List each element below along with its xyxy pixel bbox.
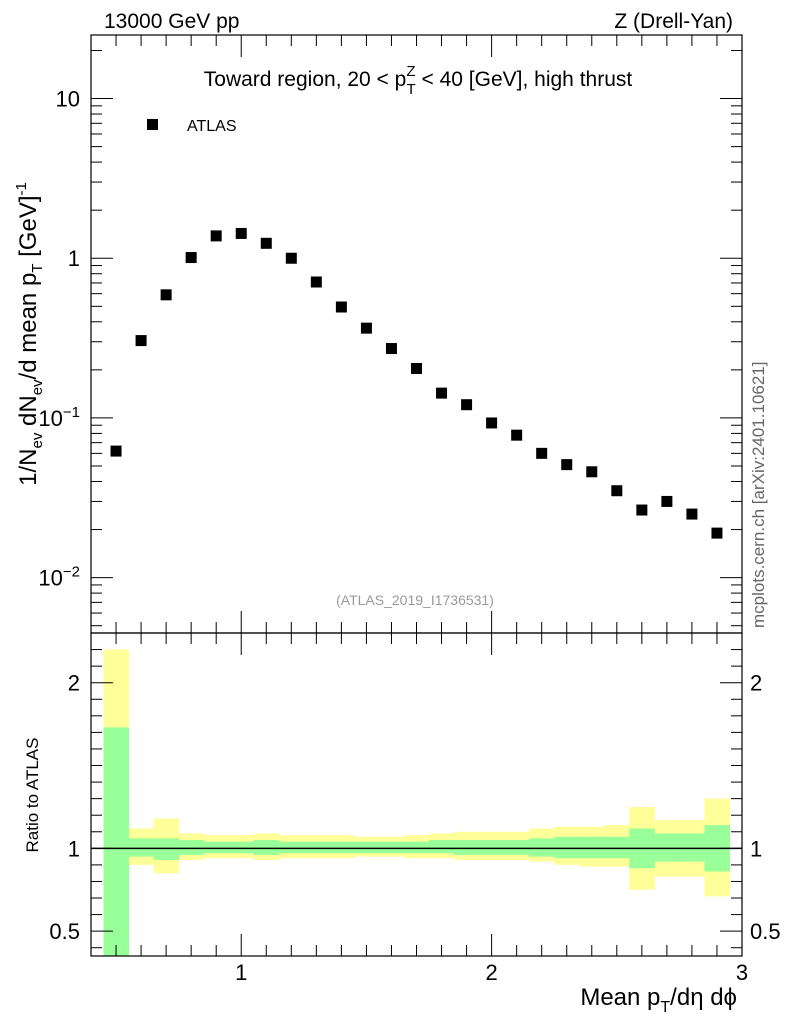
ratio-band-bin [328,841,355,854]
ratio-band-bin [654,833,680,862]
data-point [661,495,673,507]
data-point [285,252,297,264]
x-tick-label: 3 [736,960,748,985]
data-point [711,527,723,539]
ratio-band-bin [228,841,255,854]
main-ticks: 10 1 10−1 10−2 [38,35,743,633]
ratio-y-tick-label-left: 0.5 [49,919,80,944]
main-y-tick-label: 10−1 [38,404,80,431]
reference-label: (ATLAS_2019_I1736531) [336,592,494,608]
data-point [160,289,172,301]
data-point [135,335,147,347]
ratio-band-bin [504,840,530,855]
data-point [235,227,247,239]
data-point [260,237,272,249]
ratio-ticks: 1 2 3 2 2 1 1 0.5 0.5 [49,633,781,985]
ratio-band-bin [403,841,430,854]
data-point [486,417,498,429]
ratio-band-bin [378,841,405,854]
x-tick-label: 1 [235,960,247,985]
ratio-y-tick-label-left: 1 [68,836,80,861]
ratio-band-bin [454,840,480,855]
legend-label: ATLAS [187,118,237,135]
ratio-y-tick-label-right: 0.5 [750,919,781,944]
data-point [110,445,122,457]
ratio-band-bin [529,838,555,857]
data-point [335,301,347,313]
ratio-y-axis-label: Ratio to ATLAS [23,738,42,853]
ratio-frame [90,632,743,957]
data-point [461,399,473,411]
ratio-band-bin [128,838,155,857]
ratio-band-bin [679,833,705,862]
ratio-band-bin [103,727,130,956]
ratio-band-bin [203,841,230,854]
ratio-bands [103,649,730,956]
ratio-band-bin [604,836,630,859]
data-point [536,447,548,459]
ratio-panel: 1 2 3 2 2 1 1 0.5 0.5 Ratio to ATLAS Mean pT/dη … [23,632,781,1016]
main-y-tick-label: 10 [56,87,80,112]
x-tick-label: 2 [485,960,497,985]
data-point [385,343,397,355]
data-point [636,504,648,516]
ratio-band-bin [479,840,505,855]
main-title: Toward region, 20 < pZ T < 40 [GeV], high… [204,63,633,98]
data-point [185,252,197,264]
ratio-band-bin [253,840,280,855]
ratio-band-bin [278,841,305,854]
data-point [411,362,422,374]
data-point [611,485,623,497]
data-point [210,230,222,242]
ratio-y-tick-label-right: 1 [750,836,762,861]
legend-marker [147,119,158,130]
main-panel: 10 1 10−1 10−2 Toward region, 20 < pZ T < 40… [13,34,743,634]
ratio-band-bin [178,840,205,855]
ratio-band-bin [579,836,605,859]
header-right: Z (Drell-Yan) [614,10,733,33]
ratio-band-bin [429,840,455,854]
ratio-band-bin [153,838,180,860]
ratio-y-tick-label-left: 2 [68,671,80,696]
data-point [586,466,598,478]
header-left: 13000 GeV pp [104,10,239,33]
data-point [436,387,448,399]
ratio-band-bin [353,841,380,854]
ratio-y-tick-label-right: 2 [750,671,762,696]
data-point [561,459,573,471]
main-data-points [110,227,723,539]
x-axis-label: Mean pT/dη dϕ [580,984,737,1016]
data-point [310,276,322,288]
ratio-band-bin [554,836,580,859]
side-note: mcplots.cern.ch [arXiv:2401.10621] [749,362,768,628]
ratio-band-bin [303,841,330,854]
main-y-axis-label: 1/Nev dNev/d mean pT [GeV]-1 [13,182,46,486]
data-point [686,508,698,520]
main-y-tick-label: 1 [68,246,80,271]
data-point [511,429,523,441]
data-point [360,322,372,334]
main-y-tick-label: 10−2 [38,564,80,591]
